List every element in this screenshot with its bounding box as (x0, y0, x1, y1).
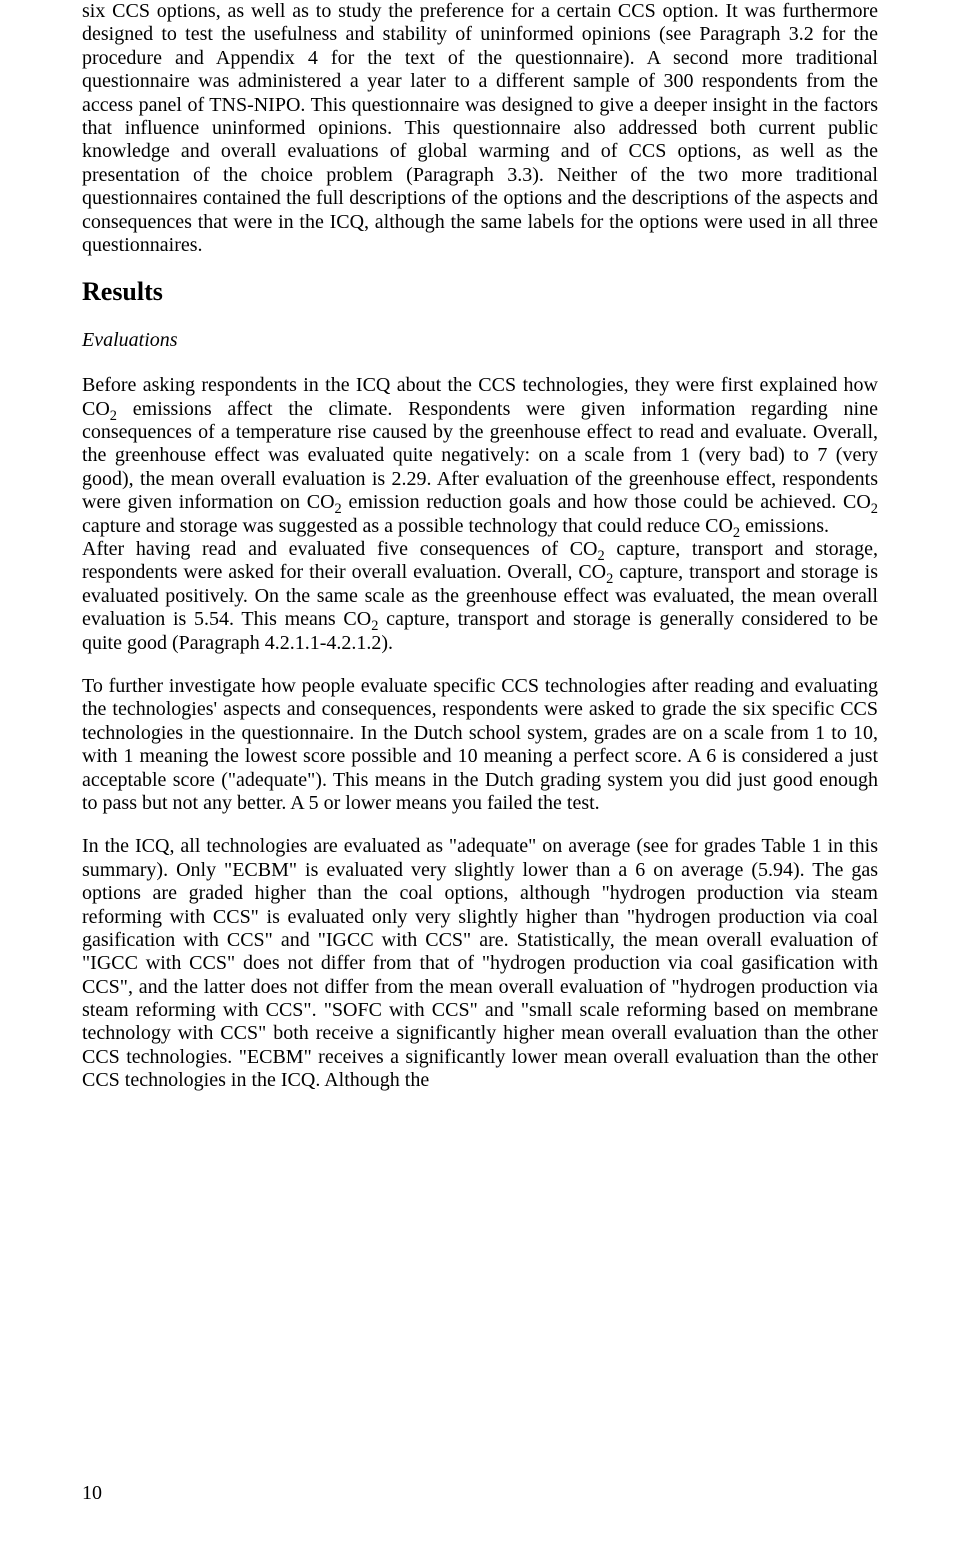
page-content: six CCS options, as well as to study the… (82, 0, 878, 1543)
document-page: six CCS options, as well as to study the… (0, 0, 960, 1543)
paragraph-eval-2: After having read and evaluated five con… (82, 538, 878, 655)
text-run: emissions. (740, 515, 829, 537)
text-run: After having read and evaluated five con… (82, 538, 598, 560)
page-number: 10 (82, 1482, 102, 1505)
subheading-evaluations: Evaluations (82, 329, 878, 352)
paragraph-icq: In the ICQ, all technologies are evaluat… (82, 835, 878, 1092)
heading-results: Results (82, 277, 878, 307)
text-run: capture and storage was suggested as a p… (82, 515, 733, 537)
paragraph-intro: six CCS options, as well as to study the… (82, 0, 878, 257)
paragraph-grading: To further investigate how people evalua… (82, 675, 878, 815)
subscript-2: 2 (871, 501, 878, 517)
paragraph-eval-1: Before asking respondents in the ICQ abo… (82, 374, 878, 538)
text-run: emission reduction goals and how those c… (342, 491, 871, 513)
